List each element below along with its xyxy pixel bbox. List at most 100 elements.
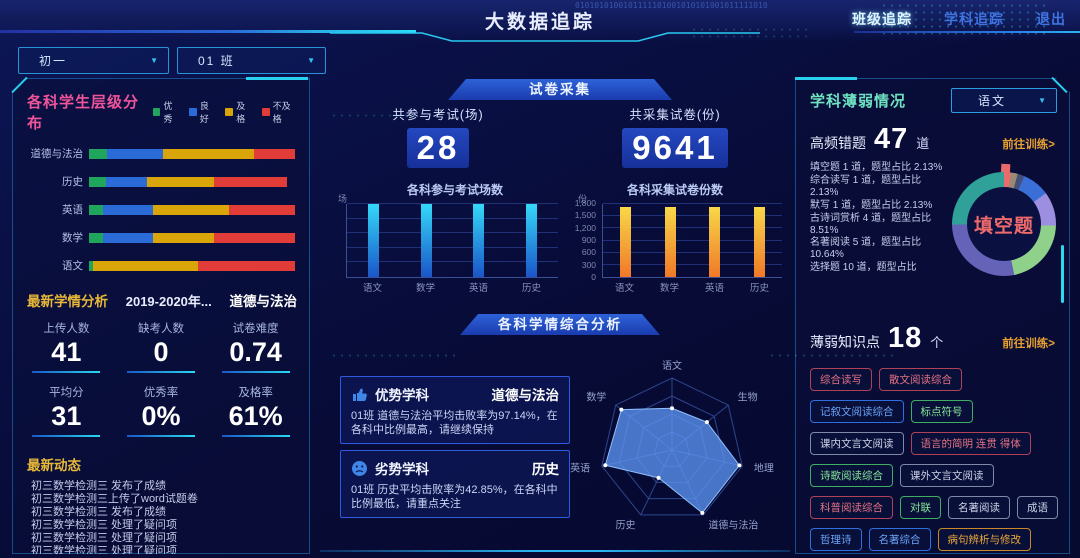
- advantage-card-desc: 01班 道德与法治平均击败率为97.14%，在各科中比例最高，请继续保持: [351, 410, 558, 436]
- weak-point-tag[interactable]: 名著阅读: [948, 496, 1010, 519]
- stat-label: 缺考人数: [137, 323, 184, 335]
- exam-count-value: 28: [406, 128, 470, 168]
- stacked-bar-segment: [213, 176, 288, 187]
- news-item: 初三数学检测三 处理了疑问项: [31, 518, 178, 531]
- main-nav: 班级追踪 学科追踪 退出: [852, 9, 1066, 29]
- weak-point-tag[interactable]: 标点符号: [911, 400, 973, 423]
- frequent-errors-row: 高频错题 47 道 前往训练>: [796, 113, 1069, 156]
- weak-point-tag[interactable]: 诗歌阅读综合: [810, 464, 893, 487]
- weak-point-tag[interactable]: 病句辨析与修改: [938, 528, 1032, 551]
- category-label: 历史: [749, 283, 769, 294]
- dots-decoration: [768, 352, 893, 361]
- category-label: 英语: [468, 283, 488, 294]
- dots-decoration: [330, 352, 455, 361]
- stacked-bar-segment: [105, 176, 147, 187]
- stat-label: 试卷难度: [232, 323, 279, 335]
- stat-cell: 优秀率 0%: [114, 384, 209, 448]
- bar: [619, 207, 631, 277]
- weak-point-tag[interactable]: 语言的简明 连贯 得体: [911, 432, 1031, 455]
- weak-point-tag[interactable]: 课内文言文阅读: [810, 432, 904, 455]
- svg-text:地理: 地理: [754, 462, 774, 475]
- grade-select[interactable]: 初一 ▼: [18, 47, 169, 74]
- stat-value: 61%: [228, 401, 283, 431]
- stat-cell: 上传人数 41: [19, 320, 114, 384]
- stacked-bar-segment: [89, 260, 94, 271]
- error-type-item: 默写 1 道，题型占比 2.13%: [810, 199, 933, 211]
- stat-cell: 缺考人数 0: [114, 320, 209, 384]
- level-dist-header: 各科学生层级分布 优秀 良好 及格 不及格: [13, 79, 309, 133]
- stacked-bar-segment: [106, 148, 164, 159]
- stat-underline-decoration: [32, 371, 101, 373]
- paper-count-stat: 共采集试卷(份) 9641: [600, 104, 750, 168]
- weak-point-tag[interactable]: 综合读写: [810, 368, 872, 391]
- class-select[interactable]: 01 班 ▼: [177, 47, 326, 74]
- gridline: [347, 246, 558, 248]
- stat-value: 0.74: [229, 337, 282, 367]
- chevron-down-icon: ▼: [150, 56, 158, 65]
- header-trapezoid-decoration: [330, 32, 760, 42]
- nav-item-1[interactable]: 学科追踪: [944, 11, 1004, 27]
- category-labels: 语文 数学 英语 历史: [602, 280, 782, 294]
- disadvantage-card-desc: 01班 历史平均击败率为42.85%，在各科中比例最低，请重点关注: [351, 484, 558, 510]
- legend-label: 及格: [236, 101, 246, 124]
- weak-point-tag[interactable]: 科普阅读综合: [810, 496, 893, 519]
- grade-select-value: 初一: [39, 54, 68, 68]
- go-train-link[interactable]: 前往训练>: [1002, 338, 1055, 350]
- news-item: 初三数学检测三 发布了成绩: [31, 480, 167, 492]
- level-dist-rows: 道德与法治 历史 英语 数学 语文: [13, 133, 309, 273]
- category-label: 历史: [521, 283, 541, 294]
- subject-select[interactable]: 语文 ▼: [951, 88, 1057, 113]
- go-train-link[interactable]: 前往训练>: [1002, 139, 1055, 151]
- weak-point-tag[interactable]: 成语: [1017, 496, 1058, 519]
- weak-point-tag[interactable]: 记叙文阅读综合: [810, 400, 904, 423]
- news-item: 初三数学检测三 处理了疑问项: [31, 531, 178, 544]
- exam-bar-chart: 场语文 数学 英语 历史: [332, 190, 564, 300]
- news-item: 初三数学检测三上传了word试题卷: [31, 492, 198, 505]
- stacked-bar-label: 数学: [62, 232, 83, 244]
- bar-column: [367, 204, 379, 277]
- stacked-bar-segment: [89, 232, 103, 243]
- weak-point-tag[interactable]: 名著综合: [869, 528, 931, 551]
- chart-plot: [602, 203, 782, 278]
- exam-chart-title: 各科参与考试场数: [406, 183, 503, 197]
- weak-points-label: 薄弱知识点: [810, 334, 880, 350]
- stacked-bar-segment: [228, 204, 295, 215]
- header: 0101010100101111101001010101001011111010…: [0, 0, 1080, 42]
- paper-collect-banner: 试卷采集: [448, 79, 672, 100]
- stacked-bar-segment: [253, 148, 295, 159]
- stacked-bar-label: 道德与法治: [30, 148, 84, 160]
- bottom-line-decoration: [320, 550, 790, 552]
- bar: [664, 207, 676, 277]
- tick-label: 900: [581, 235, 596, 245]
- exam-count-label: 共参与考试(场): [392, 108, 484, 122]
- stat-underline-decoration: [32, 435, 101, 437]
- bar: [754, 207, 766, 277]
- stacked-bar-label: 语文: [62, 260, 83, 272]
- category-label: 数学: [415, 283, 435, 294]
- weak-point-tag[interactable]: 散文阅读综合: [879, 368, 962, 391]
- bar-column: [473, 204, 485, 277]
- chevron-down-icon: ▼: [307, 56, 315, 65]
- weak-point-tag[interactable]: 课外文言文阅读: [900, 464, 994, 487]
- weak-point-tag[interactable]: 对联: [900, 496, 941, 519]
- analysis-header: 最新学情分析 2019-2020年... 道德与法治: [13, 290, 309, 310]
- stat-value: 0: [153, 337, 169, 367]
- stacked-bar-segment: [89, 176, 106, 187]
- tick-label: 600: [581, 247, 596, 258]
- nav-item-0[interactable]: 班级追踪: [852, 11, 912, 27]
- stat-underline-decoration: [126, 371, 195, 373]
- stacked-bar: [89, 204, 295, 215]
- disadvantage-card-title: 劣势学科: [375, 462, 429, 477]
- error-type-item: 选择题 10 道，题型占比: [810, 262, 917, 274]
- scrollbar-thumb[interactable]: [1061, 245, 1064, 303]
- stacked-bar: [89, 148, 295, 159]
- binary-decoration: 0101010100101111101001010101001011111010: [575, 1, 768, 10]
- weak-point-tag[interactable]: 哲理诗: [810, 528, 862, 551]
- subject-select-value: 语文: [978, 94, 1007, 108]
- advantage-card-header: 优势学科 道德与法治: [351, 384, 559, 404]
- bars: [347, 204, 558, 277]
- nav-item-2[interactable]: 退出: [1036, 11, 1066, 27]
- gridline: [603, 215, 782, 217]
- bar-column: [709, 204, 721, 277]
